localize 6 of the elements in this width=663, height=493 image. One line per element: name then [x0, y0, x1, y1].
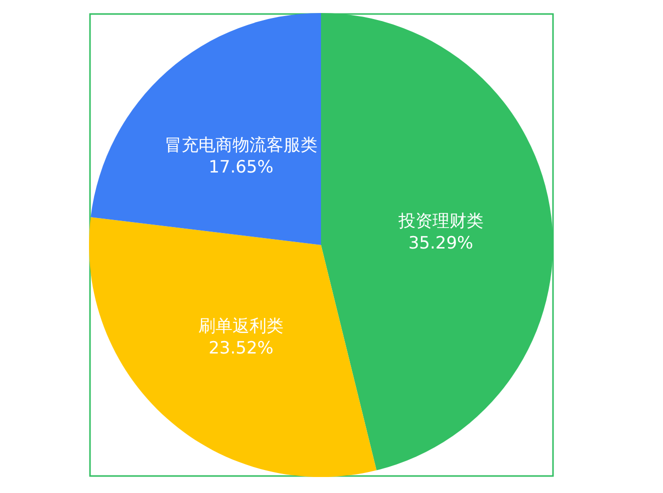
data-label: 17.65%: [208, 158, 274, 178]
slice-label: 刷单返利类: [198, 316, 284, 336]
data-label: 23.52%: [208, 338, 274, 358]
slice-label: 投资理财类: [397, 211, 484, 232]
slice-label: 冒充电商物流客服类: [164, 136, 318, 156]
data-label: 35.29%: [408, 233, 474, 254]
